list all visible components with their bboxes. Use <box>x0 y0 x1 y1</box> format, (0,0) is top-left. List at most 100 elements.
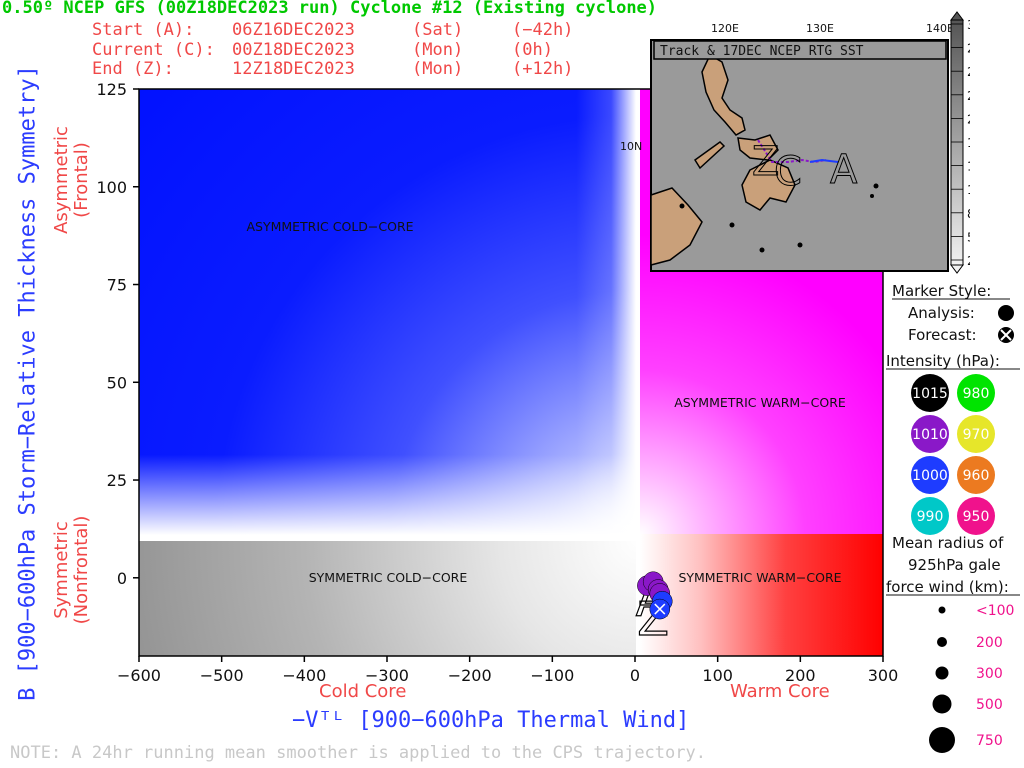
intensity-swatch-label: 1010 <box>912 427 948 443</box>
inset-marker-z: Z <box>752 139 779 185</box>
end-dow: (Mon) <box>412 59 464 79</box>
intensity-swatch <box>957 415 995 453</box>
inset-land-palawan <box>693 141 726 170</box>
colorbar-tick-label: 11 <box>967 183 970 197</box>
intensity-swatch <box>957 456 995 494</box>
start-dow: (Sat) <box>412 20 464 40</box>
intensity-swatch-label: 950 <box>963 509 990 525</box>
legend: Marker Style: Analysis: Forecast: Intens… <box>886 282 1020 753</box>
legend-analysis-label: Analysis: <box>908 304 975 322</box>
x-tick-label: 0 <box>630 666 640 685</box>
start-offset: (−42h) <box>512 20 574 40</box>
colorbar-tick-label: 5 <box>967 230 970 244</box>
inset-colorbar <box>950 19 964 266</box>
inset-ocean <box>650 39 949 272</box>
radius-legend: <100 200 300 500 750 <box>929 603 1014 753</box>
forecast-marker-icon <box>998 327 1014 343</box>
intensity-swatch <box>957 374 995 412</box>
y-tick-label: 125 <box>96 80 127 99</box>
radius-legend-label: <100 <box>976 603 1014 619</box>
intensity-swatch-label: 1015 <box>912 386 948 402</box>
inset-lat-10n: 10N <box>620 140 642 153</box>
inset-colorbar-ticks: 30 28 26 23 20 17 14 11 8 5 2 <box>951 18 970 268</box>
start-row: Start (A): 06Z16DEC2023 (Sat) (−42h) <box>0 20 620 42</box>
legend-radius-title-1: Mean radius of <box>892 534 1004 552</box>
current-offset: (0h) <box>512 40 553 60</box>
intensity-swatch <box>911 374 949 412</box>
region-symmetric-cold-core: SYMMETRIC COLD−CORE <box>309 570 468 585</box>
inset-title-box <box>653 40 947 60</box>
warm-core-label: Warm Core <box>730 681 830 702</box>
intensity-swatch-label: 990 <box>917 509 944 525</box>
intensity-swatch <box>957 497 995 535</box>
x-tick-label: 200 <box>785 666 816 685</box>
inset-colorbar-top-tip <box>950 11 964 21</box>
radius-legend-label: 750 <box>976 733 1003 749</box>
axes-layer: −600 −500 −400 −300 −200 −100 0 100 200 300 0 25 50 7… <box>96 80 898 685</box>
radius-legend-dot <box>929 727 955 753</box>
legend-marker-style-title: Marker Style: <box>892 282 991 300</box>
legend-intensity-title: Intensity (hPa): <box>886 352 1000 370</box>
radius-legend-dot <box>935 666 949 680</box>
x-tick-label: −600 <box>117 666 161 685</box>
intensity-swatch <box>911 456 949 494</box>
inset-land-luzon <box>701 53 746 136</box>
y-tick-label: 75 <box>107 276 127 295</box>
asymmetric-cold-core-fade-h <box>139 89 636 535</box>
intensity-swatch-label: 970 <box>963 427 990 443</box>
y-tick-label: 100 <box>96 178 127 197</box>
end-row: End (Z): 12Z18DEC2023 (Mon) (+12h) <box>0 59 620 81</box>
colorbar-tick-label: 23 <box>967 89 970 103</box>
legend-radius-title-2: 925hPa gale <box>908 556 1001 574</box>
inset-lon-140e: 140E <box>926 22 954 35</box>
inset-marker-a: A <box>830 147 858 193</box>
plot-frame <box>138 88 884 657</box>
y-tick-label: 0 <box>117 569 127 588</box>
region-asymmetric-warm-core: ASYMMETRIC WARM−CORE <box>674 395 846 410</box>
inset-land-visayas <box>737 134 779 161</box>
colorbar-tick-label: 20 <box>967 112 970 126</box>
x-tick-label: −400 <box>282 666 326 685</box>
radius-legend-dot <box>937 637 947 647</box>
end-offset: (+12h) <box>512 59 574 79</box>
colorbar-tick-label: 17 <box>967 136 970 150</box>
end-time: 12Z18DEC2023 <box>232 59 355 79</box>
colorbar-tick-label: 2 <box>967 254 970 268</box>
intensity-swatch-label: 1000 <box>912 468 948 484</box>
trajectory-layer: AZ <box>635 571 673 647</box>
intensity-swatch-label: 980 <box>963 386 990 402</box>
symmetric-cold-core-region <box>139 541 636 656</box>
x-tick-label: −200 <box>448 666 492 685</box>
current-dow: (Mon) <box>412 40 464 60</box>
inset-title: Track & 17DEC NCEP RTG SST <box>660 44 864 59</box>
chart-title: 0.50º NCEP GFS (00Z18DEC2023 run) Cyclon… <box>2 0 658 18</box>
end-label: End (Z): <box>92 59 174 79</box>
y-tick-label: 25 <box>107 471 127 490</box>
radius-legend-label: 500 <box>976 697 1003 713</box>
x-tick-label: 300 <box>868 666 899 685</box>
inset-map: Track & 17DEC NCEP RTG SST 120E 130E 140… <box>620 11 970 274</box>
intensity-swatch <box>911 415 949 453</box>
current-time: 00Z18DEC2023 <box>232 40 355 60</box>
radius-legend-label: 300 <box>976 666 1003 682</box>
inset-lon-120e: 120E <box>711 22 739 35</box>
start-time: 06Z16DEC2023 <box>232 20 355 40</box>
inset-land-mindanao <box>741 159 796 211</box>
x-tick-label: −500 <box>200 666 244 685</box>
colorbar-tick-label: 28 <box>967 42 970 56</box>
intensity-swatches: 1015 980 1010 970 1000 960 990 950 <box>911 374 995 535</box>
inset-land-borneo <box>650 187 703 266</box>
x-tick-label: −300 <box>365 666 409 685</box>
radius-legend-label: 200 <box>976 635 1003 651</box>
intensity-swatch <box>911 497 949 535</box>
y-tick-label: 50 <box>107 373 127 392</box>
colorbar-tick-label: 30 <box>967 18 970 32</box>
region-symmetric-warm-core: SYMMETRIC WARM−CORE <box>678 570 841 585</box>
legend-radius-title-3: force wind (km): <box>886 578 1009 596</box>
legend-forecast-label: Forecast: <box>908 326 977 344</box>
colorbar-tick-label: 14 <box>967 160 970 174</box>
inset-lon-130e: 130E <box>806 22 834 35</box>
footnote: NOTE: A 24hr running mean smoother is ap… <box>10 743 706 763</box>
cold-core-label: Cold Core <box>319 681 407 702</box>
